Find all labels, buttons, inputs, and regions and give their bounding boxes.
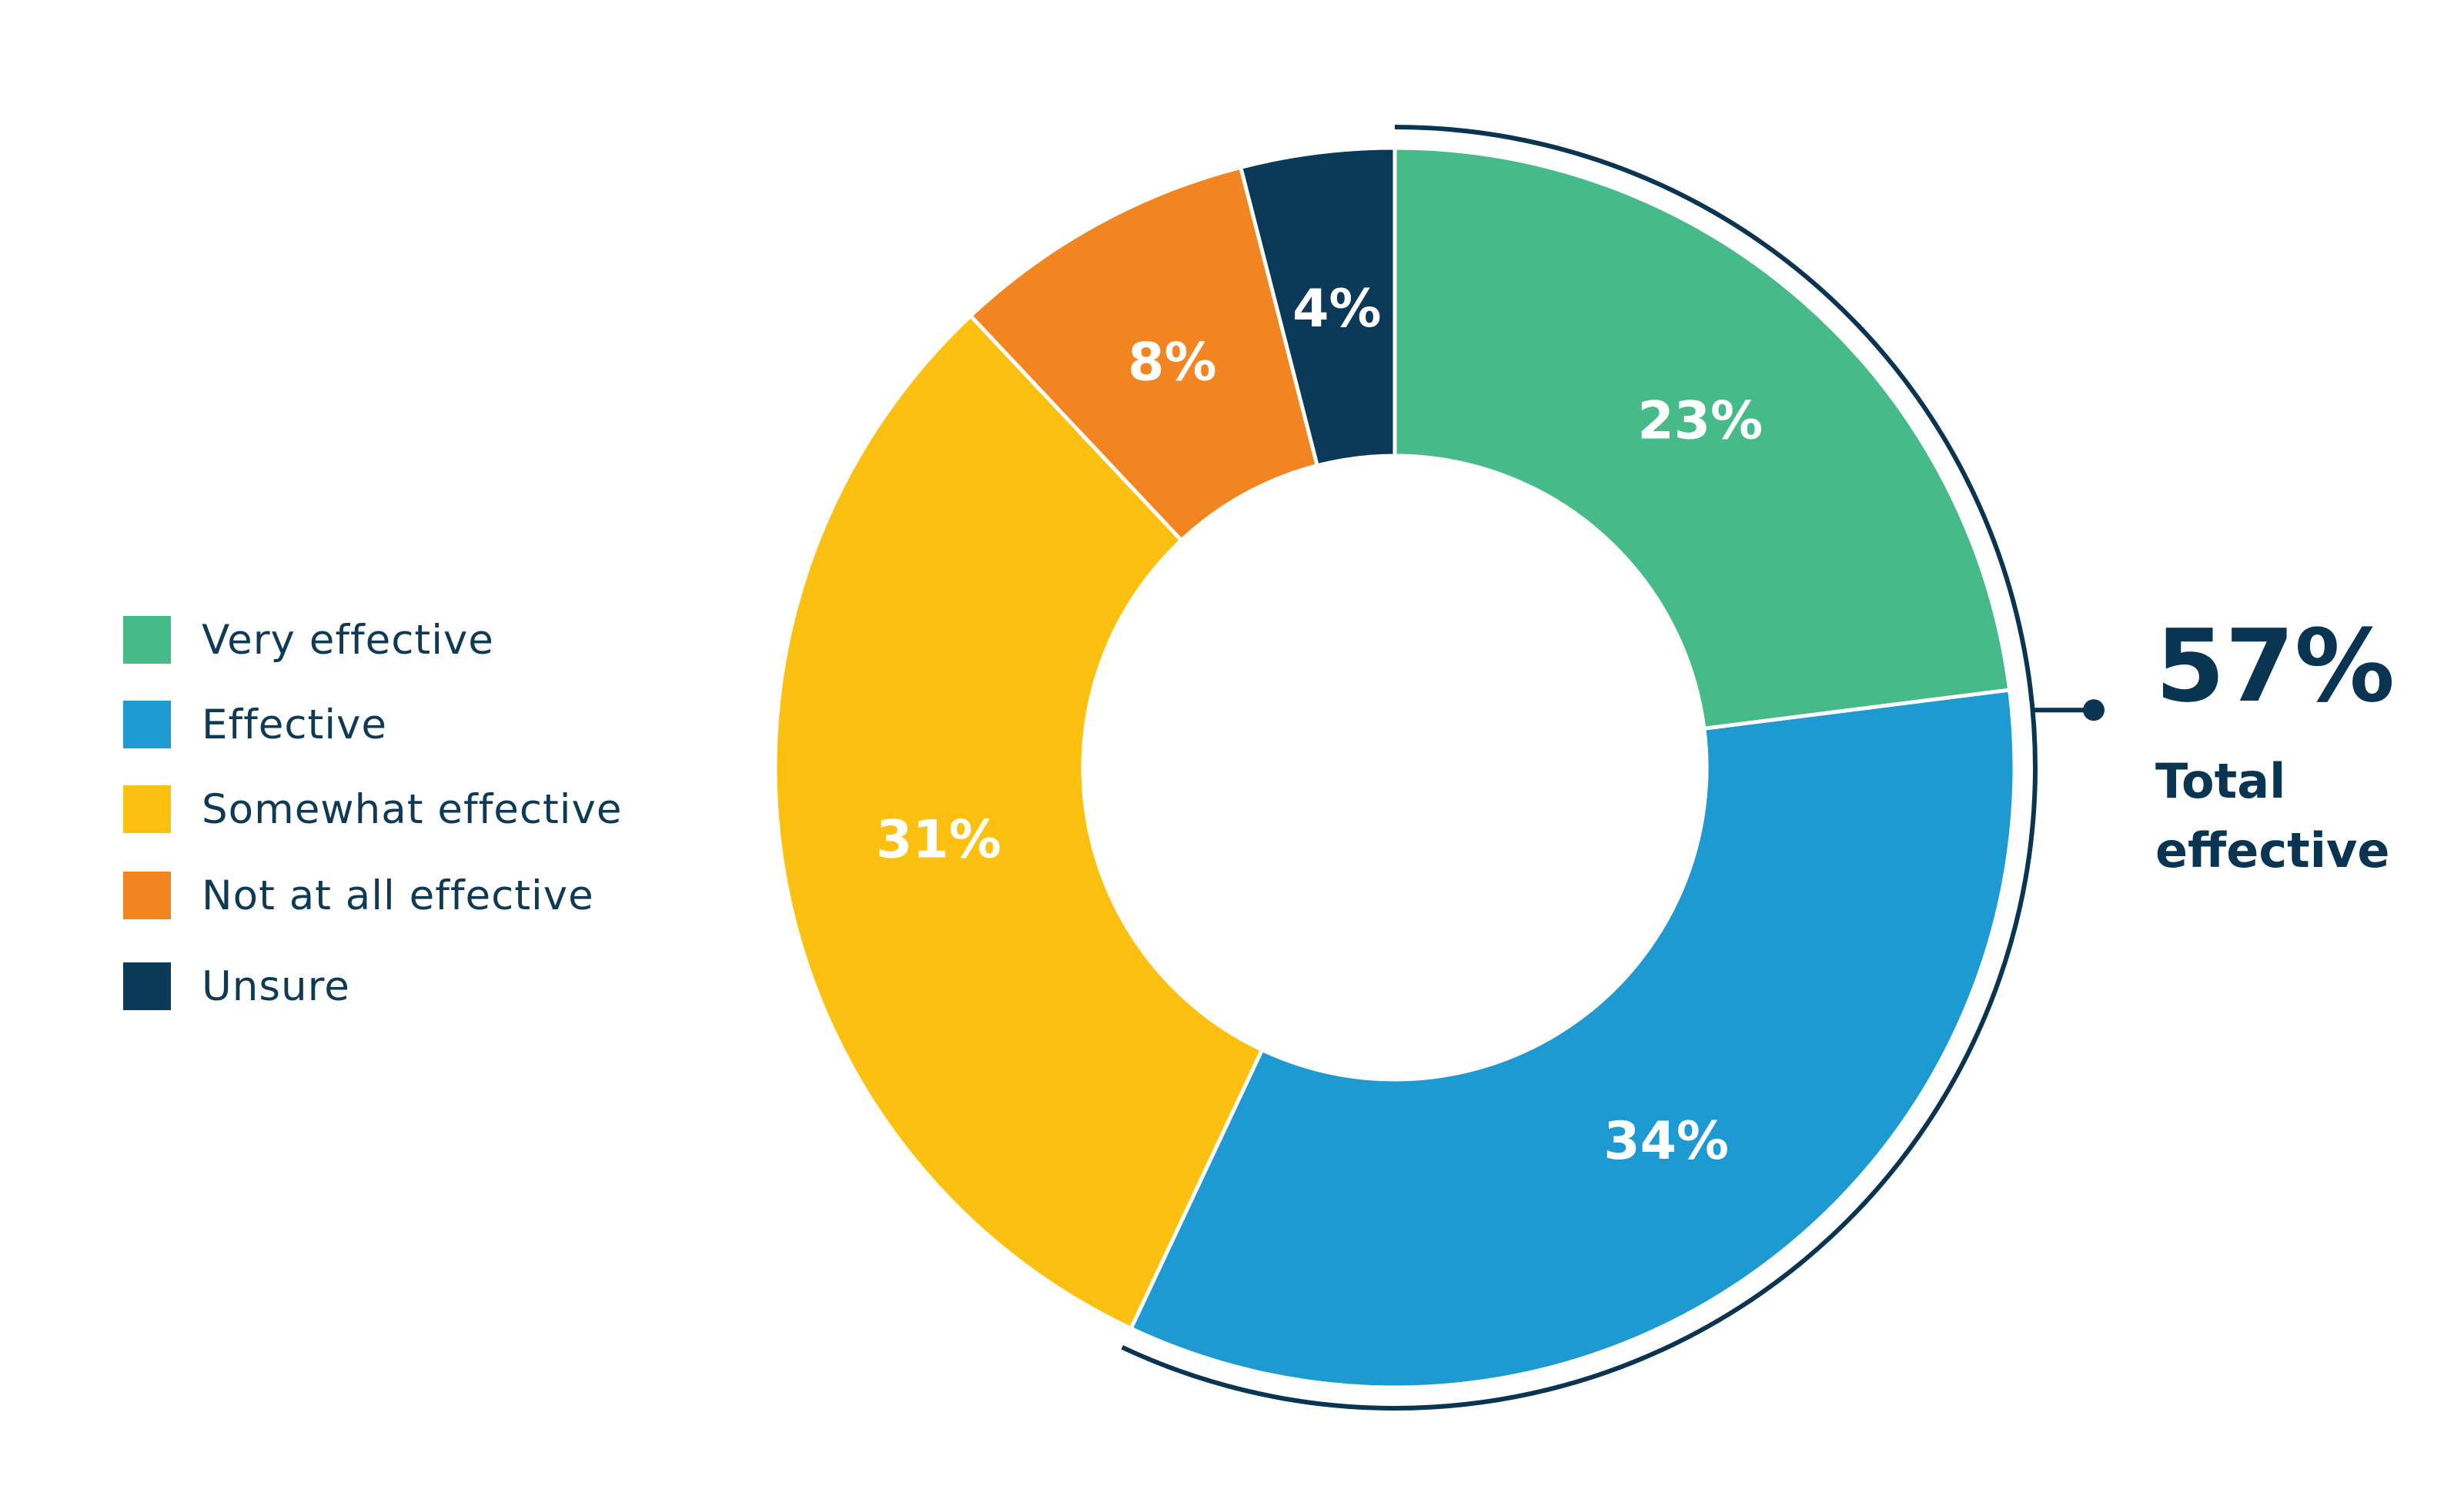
legend-swatch (123, 872, 171, 919)
legend-label: Unsure (202, 962, 350, 1010)
legend-swatch (123, 616, 171, 664)
total-effective-value: 57% (2155, 607, 2395, 725)
slice-label-very-effective: 23% (1637, 390, 1763, 451)
slice-label-effective: 34% (1603, 1111, 1729, 1172)
donut-slice-labels: 23% 34% 31% 8% 4% (876, 279, 1763, 1172)
legend-label: Not at all effective (202, 872, 594, 919)
legend-swatch (123, 701, 171, 748)
slice-not-at-all-effective (968, 165, 1320, 544)
legend-swatch (123, 785, 171, 833)
bracket-arc (1121, 125, 2038, 1411)
legend-item-unsure: Unsure (123, 962, 350, 1010)
legend-label: Somewhat effective (202, 785, 623, 833)
legend-item-somewhat-effective: Somewhat effective (123, 785, 623, 833)
slice-label-somewhat-effective: 31% (876, 809, 1001, 870)
legend-label: Very effective (202, 616, 494, 664)
slice-effective (1128, 688, 2017, 1390)
legend-label: Effective (202, 701, 388, 748)
slice-somewhat-effective (773, 313, 1265, 1331)
slice-label-not-at-all-effective: 8% (1128, 333, 1216, 393)
legend-item-effective: Effective (123, 701, 387, 748)
slice-label-unsure: 4% (1292, 279, 1381, 340)
total-effective-bracket (1121, 125, 2105, 1411)
legend-item-very-effective: Very effective (123, 616, 494, 664)
slice-unsure (1238, 146, 1397, 468)
total-effective-label: Total effective (2155, 753, 2390, 878)
bracket-leader-dot (2083, 699, 2105, 721)
donut-slices (773, 146, 2017, 1390)
slice-very-effective (1392, 146, 2012, 731)
legend-item-not-at-all-effective: Not at all effective (123, 872, 594, 919)
legend-swatch (123, 962, 171, 1010)
